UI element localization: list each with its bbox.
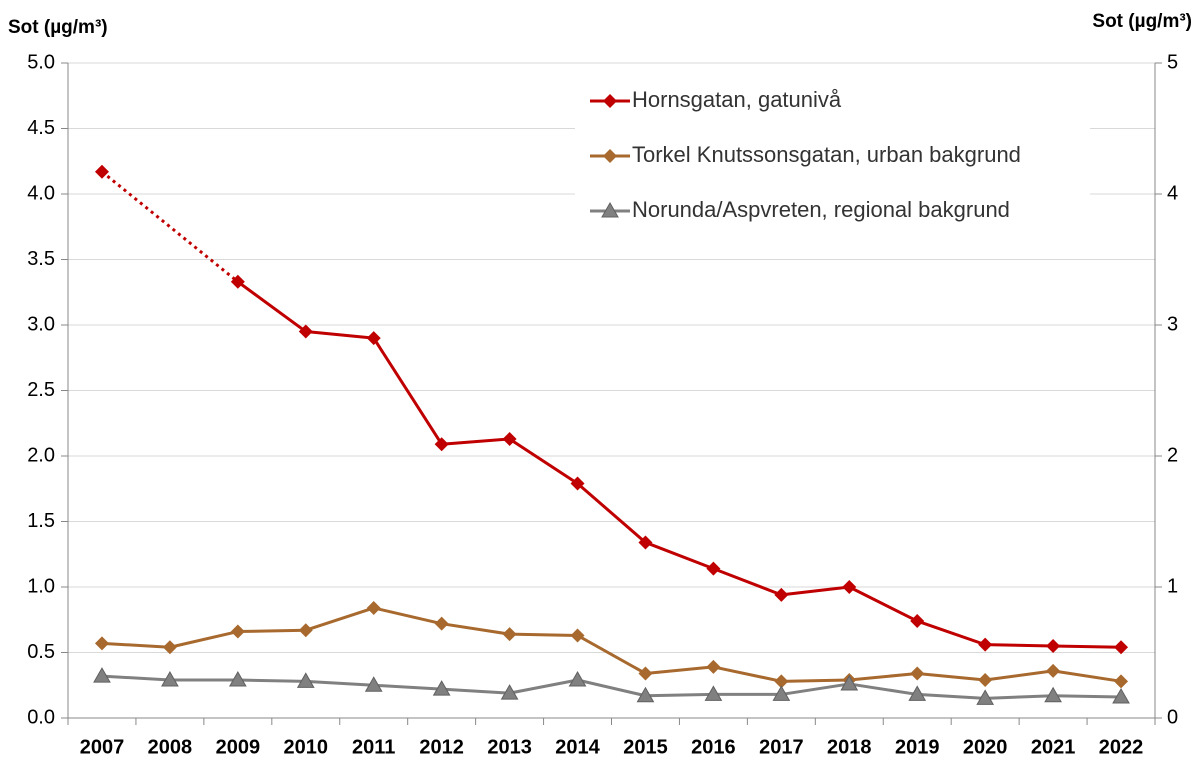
marker [908,685,927,701]
marker [704,685,723,701]
marker [364,676,383,692]
y-tick-label: 4.5 [27,117,55,139]
marker [1046,638,1061,653]
x-tick-label: 2013 [487,736,532,758]
marker [772,685,791,701]
y-tick-label: 0.5 [27,641,55,663]
marker [1112,688,1130,704]
marker [636,686,655,703]
y-axis-label: Sot (µg/m³) [8,17,108,38]
marker [1046,663,1061,678]
series-line [236,280,1122,649]
marker [230,274,245,289]
marker [1114,640,1129,655]
marker [502,627,517,642]
legend-label: Hornsgatan, gatunivå [632,87,842,112]
marker [93,667,111,683]
x-tick-label: 2016 [691,736,736,758]
marker [568,671,587,687]
marker [366,331,381,346]
y2-tick-label: 4 [1167,182,1178,204]
x-tick-label: 2015 [623,736,668,758]
legend: Hornsgatan, gatunivå Torkel Knutssonsgata… [575,76,1090,240]
x-tick-label: 2017 [759,736,804,758]
marker [434,616,449,631]
marker [774,587,789,602]
y-tick-label: 0.0 [27,706,55,728]
marker [978,673,993,688]
marker [162,640,177,655]
x-tick-label: 2012 [419,736,464,758]
y-tick-label: 2.0 [27,444,55,466]
marker [774,674,789,689]
legend-marker [601,201,619,218]
y-tick-label: 2.5 [27,379,55,401]
marker [1114,674,1129,689]
y2-tick-label: 2 [1167,444,1178,466]
legend-label: Norunda/Aspvreten, regional bakgrund [632,197,1010,222]
marker [230,624,245,639]
series-line [101,674,1122,700]
marker [298,324,313,339]
marker [1044,686,1062,703]
marker [570,628,585,643]
marker [366,600,381,615]
marker [296,672,315,688]
y-tick-label: 3.0 [27,313,55,335]
legend-label: Torkel Knutssonsgatan, urban bakgrund [632,142,1021,167]
x-tick-label: 2010 [284,736,329,758]
marker [706,561,721,576]
y-tick-label: 1.0 [27,575,55,597]
marker [502,431,517,446]
x-tick-label: 2020 [963,736,1008,758]
marker [94,636,109,651]
y-tick-label: 4.0 [27,182,55,204]
marker [978,637,993,652]
x-tick-label: 2009 [216,736,261,758]
marker [228,671,247,687]
y2-tick-label: 3 [1167,313,1178,335]
marker [161,671,179,687]
x-tick-label: 2014 [555,736,600,758]
marker [910,666,925,681]
y-tick-label: 3.5 [27,248,55,270]
y2-tick-label: 5 [1167,51,1178,73]
marker [500,684,519,700]
x-tick-label: 2011 [352,736,395,758]
marker [976,689,995,705]
marker [910,614,925,629]
y2-axis-label: Sot (µg/m³) [1092,11,1192,32]
marker [570,476,585,491]
x-tick-label: 2022 [1099,736,1144,758]
y2-tick-label: 1 [1167,575,1178,597]
legend-marker [603,149,617,163]
y2-tick-label: 0 [1167,706,1178,728]
x-tick-label: 2007 [80,736,125,758]
marker [298,623,313,638]
series-line [101,606,1122,683]
marker [638,666,653,681]
marker [840,674,859,691]
marker [434,437,449,452]
marker [432,680,451,696]
legend-marker [603,94,617,108]
marker [638,535,653,550]
x-tick-label: 2008 [148,736,193,758]
legend-box [575,76,1090,240]
y-tick-label: 5.0 [27,51,55,73]
marker [706,659,721,674]
marker [94,164,109,179]
x-tick-label: 2018 [827,736,872,758]
y-tick-label: 1.5 [27,510,55,532]
gap-connector [101,170,239,283]
x-tick-label: 2021 [1031,736,1076,758]
marker [842,580,857,594]
x-tick-label: 2019 [895,736,940,758]
